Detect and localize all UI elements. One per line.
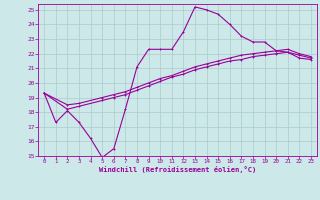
X-axis label: Windchill (Refroidissement éolien,°C): Windchill (Refroidissement éolien,°C) [99, 166, 256, 173]
